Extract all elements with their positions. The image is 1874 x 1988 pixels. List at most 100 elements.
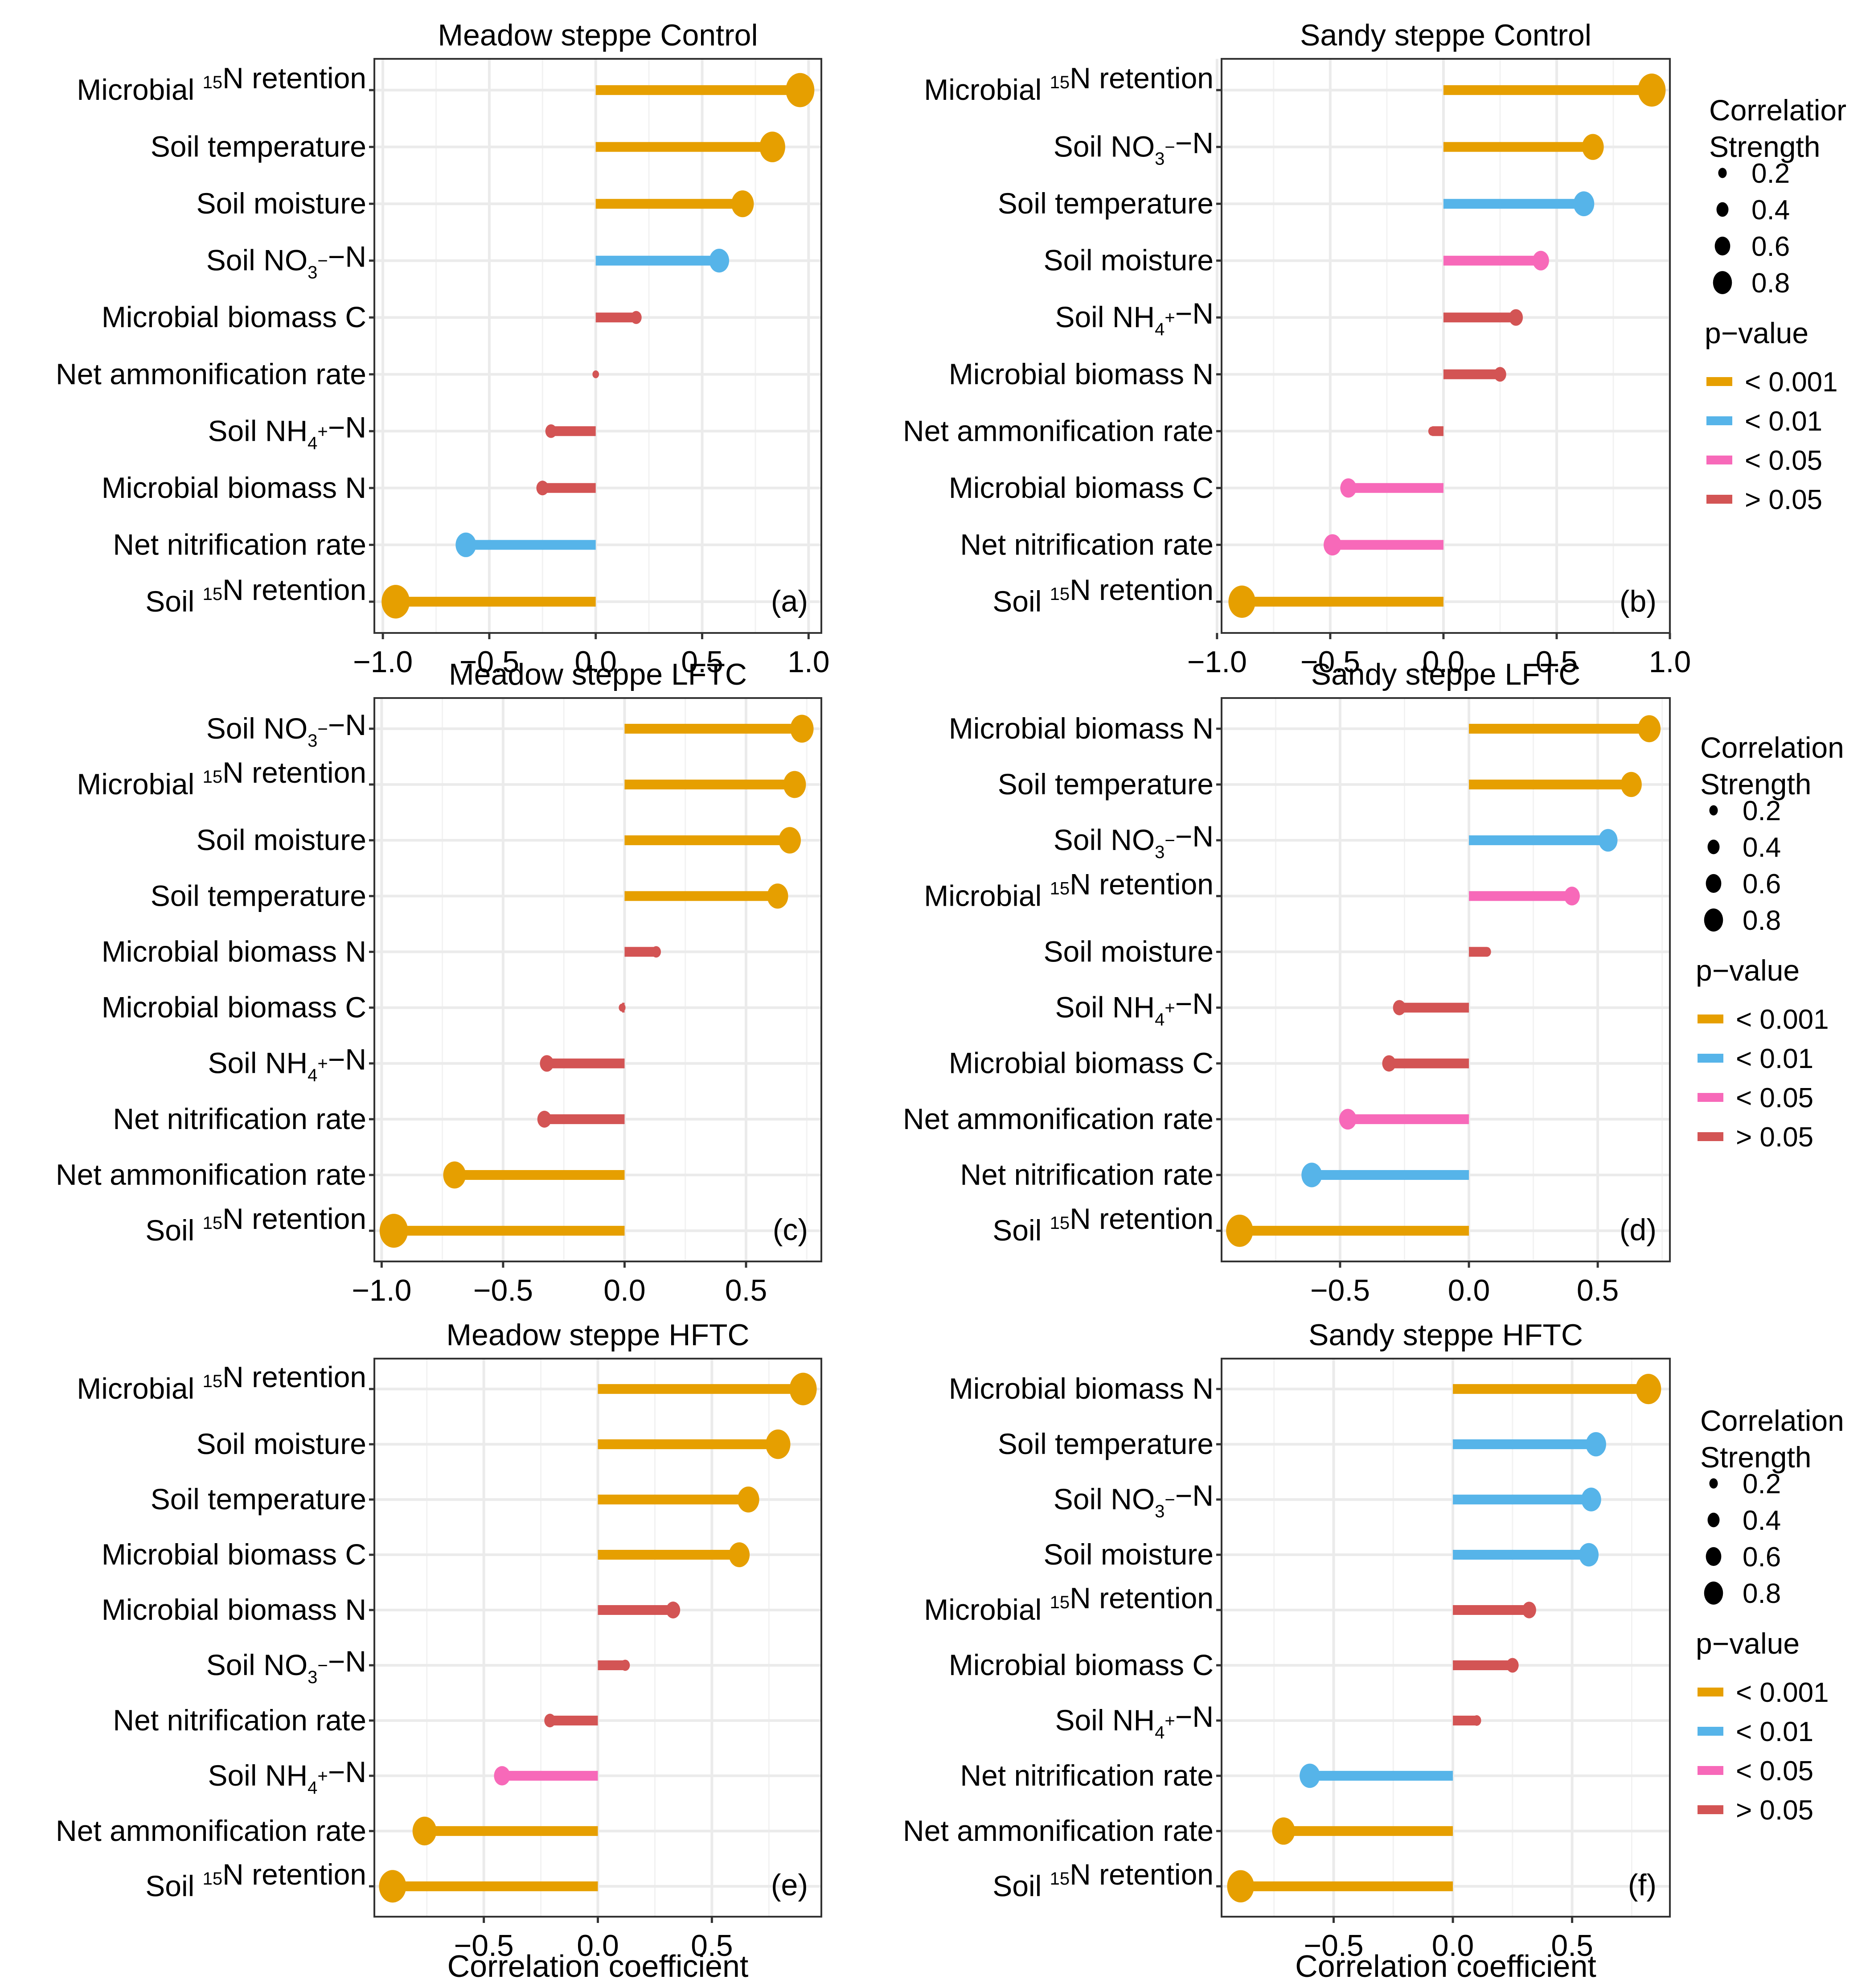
legend-size-key <box>1704 908 1723 932</box>
lollipop-point <box>737 1486 759 1513</box>
y-tick-label: Soil NH4+−N <box>1055 987 1214 1030</box>
legend-pvalue-title: p−value <box>1696 954 1800 987</box>
legend-pvalue-key <box>1698 1054 1723 1063</box>
y-tick-label: Microbial biomass N <box>102 1593 366 1626</box>
y-tick-label: Soil NH4+−N <box>208 1755 366 1798</box>
panel-label: (f) <box>1628 1868 1657 1902</box>
y-tick-label: Microbial biomass C <box>949 1648 1214 1681</box>
legend-size-title: Strength <box>1700 1441 1812 1474</box>
legend-size-label: 0.4 <box>1743 832 1781 863</box>
y-tick-label: Soil 15N retention <box>992 1858 1214 1902</box>
panel-label: (b) <box>1620 584 1657 618</box>
lollipop-point <box>1598 829 1618 852</box>
plot-frame <box>373 697 822 1262</box>
lollipop-point <box>766 1429 791 1459</box>
lollipop-point <box>666 1602 681 1618</box>
y-tick-label: Soil NO3−−N <box>1054 1479 1214 1521</box>
lollipop-point <box>1323 534 1341 556</box>
legend-pvalue-label: < 0.001 <box>1736 1004 1829 1035</box>
lollipop-point <box>1586 1432 1606 1457</box>
lollipop-point <box>1382 1055 1396 1072</box>
y-tick-label: Net nitrification rate <box>960 528 1214 561</box>
lollipop-point <box>379 1870 406 1903</box>
y-tick-label: Net ammonification rate <box>56 1158 366 1191</box>
y-tick-label: Microbial 15N retention <box>924 1581 1214 1626</box>
lollipop-point <box>1581 1487 1601 1512</box>
y-tick-label: Net nitrification rate <box>960 1759 1214 1792</box>
legend-pvalue-label: > 0.05 <box>1745 485 1822 515</box>
legend-pvalue-key <box>1698 1093 1723 1102</box>
lollipop-point <box>1301 1162 1322 1187</box>
lollipop-point <box>1532 251 1549 271</box>
legend-pvalue-label: < 0.05 <box>1745 445 1822 476</box>
legend-size-title: Correlation <box>1700 1404 1844 1437</box>
x-tick-label: 0.0 <box>1432 1929 1474 1963</box>
lollipop-point <box>1472 1715 1481 1726</box>
legend-size-label: 0.2 <box>1751 158 1790 189</box>
legend-pvalue-key <box>1706 416 1732 425</box>
lollipop-point <box>779 827 801 854</box>
y-tick-label: Soil moisture <box>1044 935 1214 968</box>
legend-size-title: Correlation <box>1700 731 1844 764</box>
y-tick-label: Microbial 15N retention <box>77 62 366 106</box>
lollipop-point <box>381 585 410 619</box>
legend-size-label: 0.6 <box>1751 231 1790 262</box>
lollipop-point <box>767 883 788 909</box>
y-tick-label: Soil NH4+−N <box>1055 297 1214 339</box>
y-tick-label: Microbial biomass C <box>102 300 366 333</box>
legend-pvalue-title: p−value <box>1705 316 1808 349</box>
y-tick-label: Soil 15N retention <box>992 1202 1214 1247</box>
plot-frame <box>1221 697 1671 1262</box>
y-tick-label: Microbial 15N retention <box>924 62 1214 106</box>
plot-background <box>1222 698 1670 1261</box>
legend-size-title: Correlatior <box>1709 94 1846 127</box>
lollipop-point <box>1564 887 1580 906</box>
legend-size-label: 0.8 <box>1751 268 1790 299</box>
y-tick-label: Net nitrification rate <box>113 1102 366 1135</box>
legend-size-key <box>1704 1581 1723 1605</box>
lollipop-point <box>545 424 557 438</box>
y-tick-label: Net nitrification rate <box>113 528 366 561</box>
lollipop-point <box>1620 772 1642 797</box>
panel-label: (a) <box>771 584 808 618</box>
legend-size-label: 0.8 <box>1743 1578 1781 1609</box>
lollipop-point <box>1227 1870 1255 1903</box>
lollipop-point <box>1638 74 1666 107</box>
lollipop-point <box>1483 947 1491 957</box>
y-tick-label: Soil NH4+−N <box>208 1043 366 1085</box>
lollipop-point <box>1272 1817 1295 1845</box>
x-tick-label: −0.5 <box>459 645 519 679</box>
panel-title: Meadow steppe LFTC <box>449 657 747 691</box>
y-tick-label: Net ammonification rate <box>903 1102 1214 1135</box>
x-tick-label: 0.5 <box>691 1929 733 1963</box>
panel-title: Meadow steppe HFTC <box>446 1318 749 1352</box>
legend-pvalue-label: > 0.05 <box>1736 1795 1813 1826</box>
lollipop-point <box>1506 1658 1519 1673</box>
y-tick-label: Microbial biomass C <box>102 991 366 1024</box>
legend-pvalue-label: < 0.05 <box>1736 1756 1813 1787</box>
y-tick-label: Soil NO3−−N <box>206 240 366 283</box>
x-tick-label: −0.5 <box>473 1273 533 1307</box>
y-tick-label: Soil temperature <box>998 768 1214 801</box>
lollipop-point <box>789 1372 817 1405</box>
x-tick-label: −1.0 <box>1187 645 1247 679</box>
lollipop-point <box>1228 585 1256 618</box>
lollipop-point <box>783 771 806 798</box>
x-tick-label: 0.5 <box>1551 1929 1593 1963</box>
x-tick-label: −0.5 <box>1304 1929 1363 1963</box>
x-axis-title: Correlation coefficient <box>1295 1949 1596 1984</box>
y-tick-label: Soil temperature <box>998 187 1214 220</box>
y-tick-label: Soil 15N retention <box>992 573 1214 618</box>
plot-frame <box>1221 58 1671 634</box>
x-tick-label: 0.0 <box>1423 645 1465 679</box>
legend-size-key <box>1713 271 1732 294</box>
lollipop-point <box>379 1214 408 1248</box>
y-tick-label: Soil moisture <box>1044 1538 1214 1571</box>
legend-size-key <box>1718 168 1727 178</box>
y-tick-label: Net ammonification rate <box>56 1814 366 1847</box>
legend-size-key <box>1706 874 1722 893</box>
legend-size-key <box>1709 1478 1718 1489</box>
